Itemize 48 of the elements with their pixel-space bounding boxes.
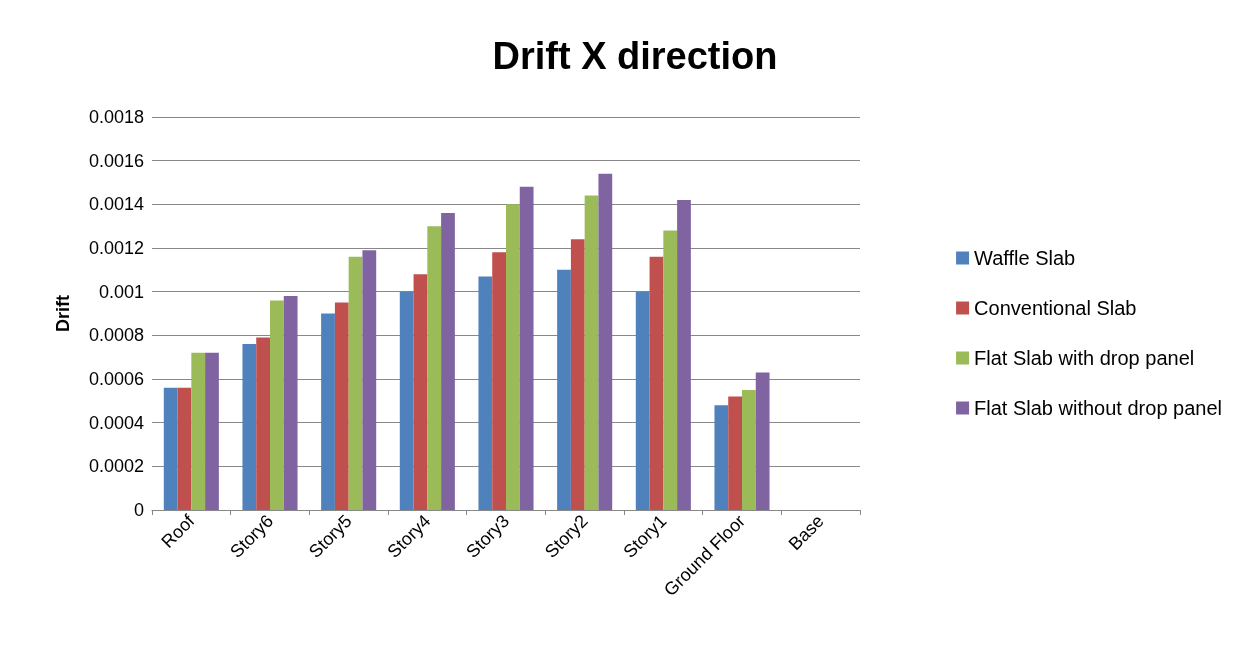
- bar: [348, 256, 363, 510]
- y-tick-label: 0.001: [98, 281, 144, 302]
- legend-label: Conventional Slab: [974, 297, 1137, 319]
- bar: [321, 313, 335, 510]
- bar: [570, 239, 585, 510]
- bar: [728, 396, 742, 510]
- bar: [441, 213, 455, 510]
- bar: [334, 302, 349, 510]
- bar: [177, 387, 192, 510]
- bar: [519, 186, 534, 510]
- bar: [584, 195, 599, 510]
- y-tick-label: 0.0018: [88, 107, 144, 127]
- y-axis-title: Drift: [53, 295, 73, 332]
- y-tick-label: 0.0012: [88, 238, 144, 258]
- y-tick-label: 0.0006: [88, 369, 144, 389]
- bar: [242, 344, 257, 510]
- legend-label: Waffle Slab: [974, 247, 1076, 269]
- bar: [399, 291, 414, 510]
- bar: [714, 405, 729, 510]
- chart-title: Drift X direction: [492, 35, 778, 77]
- legend-label: Flat Slab without drop panel: [974, 397, 1223, 419]
- bar: [663, 230, 678, 510]
- bar: [598, 173, 613, 510]
- bar: [205, 352, 219, 510]
- bar: [413, 274, 428, 510]
- bar: [755, 372, 770, 510]
- bar: [742, 389, 756, 510]
- bar: [191, 352, 206, 510]
- y-tick-label: 0.0014: [88, 194, 144, 215]
- bar: [283, 296, 298, 510]
- bar: [362, 250, 377, 510]
- bar: [649, 256, 664, 510]
- bar: [163, 387, 178, 510]
- y-tick-label: 0.0008: [88, 325, 144, 346]
- y-tick-label: 0.0004: [88, 412, 144, 433]
- bar: [677, 199, 691, 510]
- y-tick-label: 0: [133, 500, 144, 520]
- bar: [270, 300, 284, 510]
- bar: [256, 337, 270, 510]
- y-tick-label: 0.0002: [88, 456, 144, 477]
- bar: [557, 269, 571, 510]
- bar: [506, 204, 520, 510]
- legend-label: Flat Slab with drop panel: [974, 347, 1195, 369]
- bar: [427, 226, 442, 510]
- y-tick-label: 0.0016: [88, 150, 144, 171]
- bar: [492, 252, 506, 510]
- bar: [478, 276, 493, 510]
- bar: [635, 291, 650, 510]
